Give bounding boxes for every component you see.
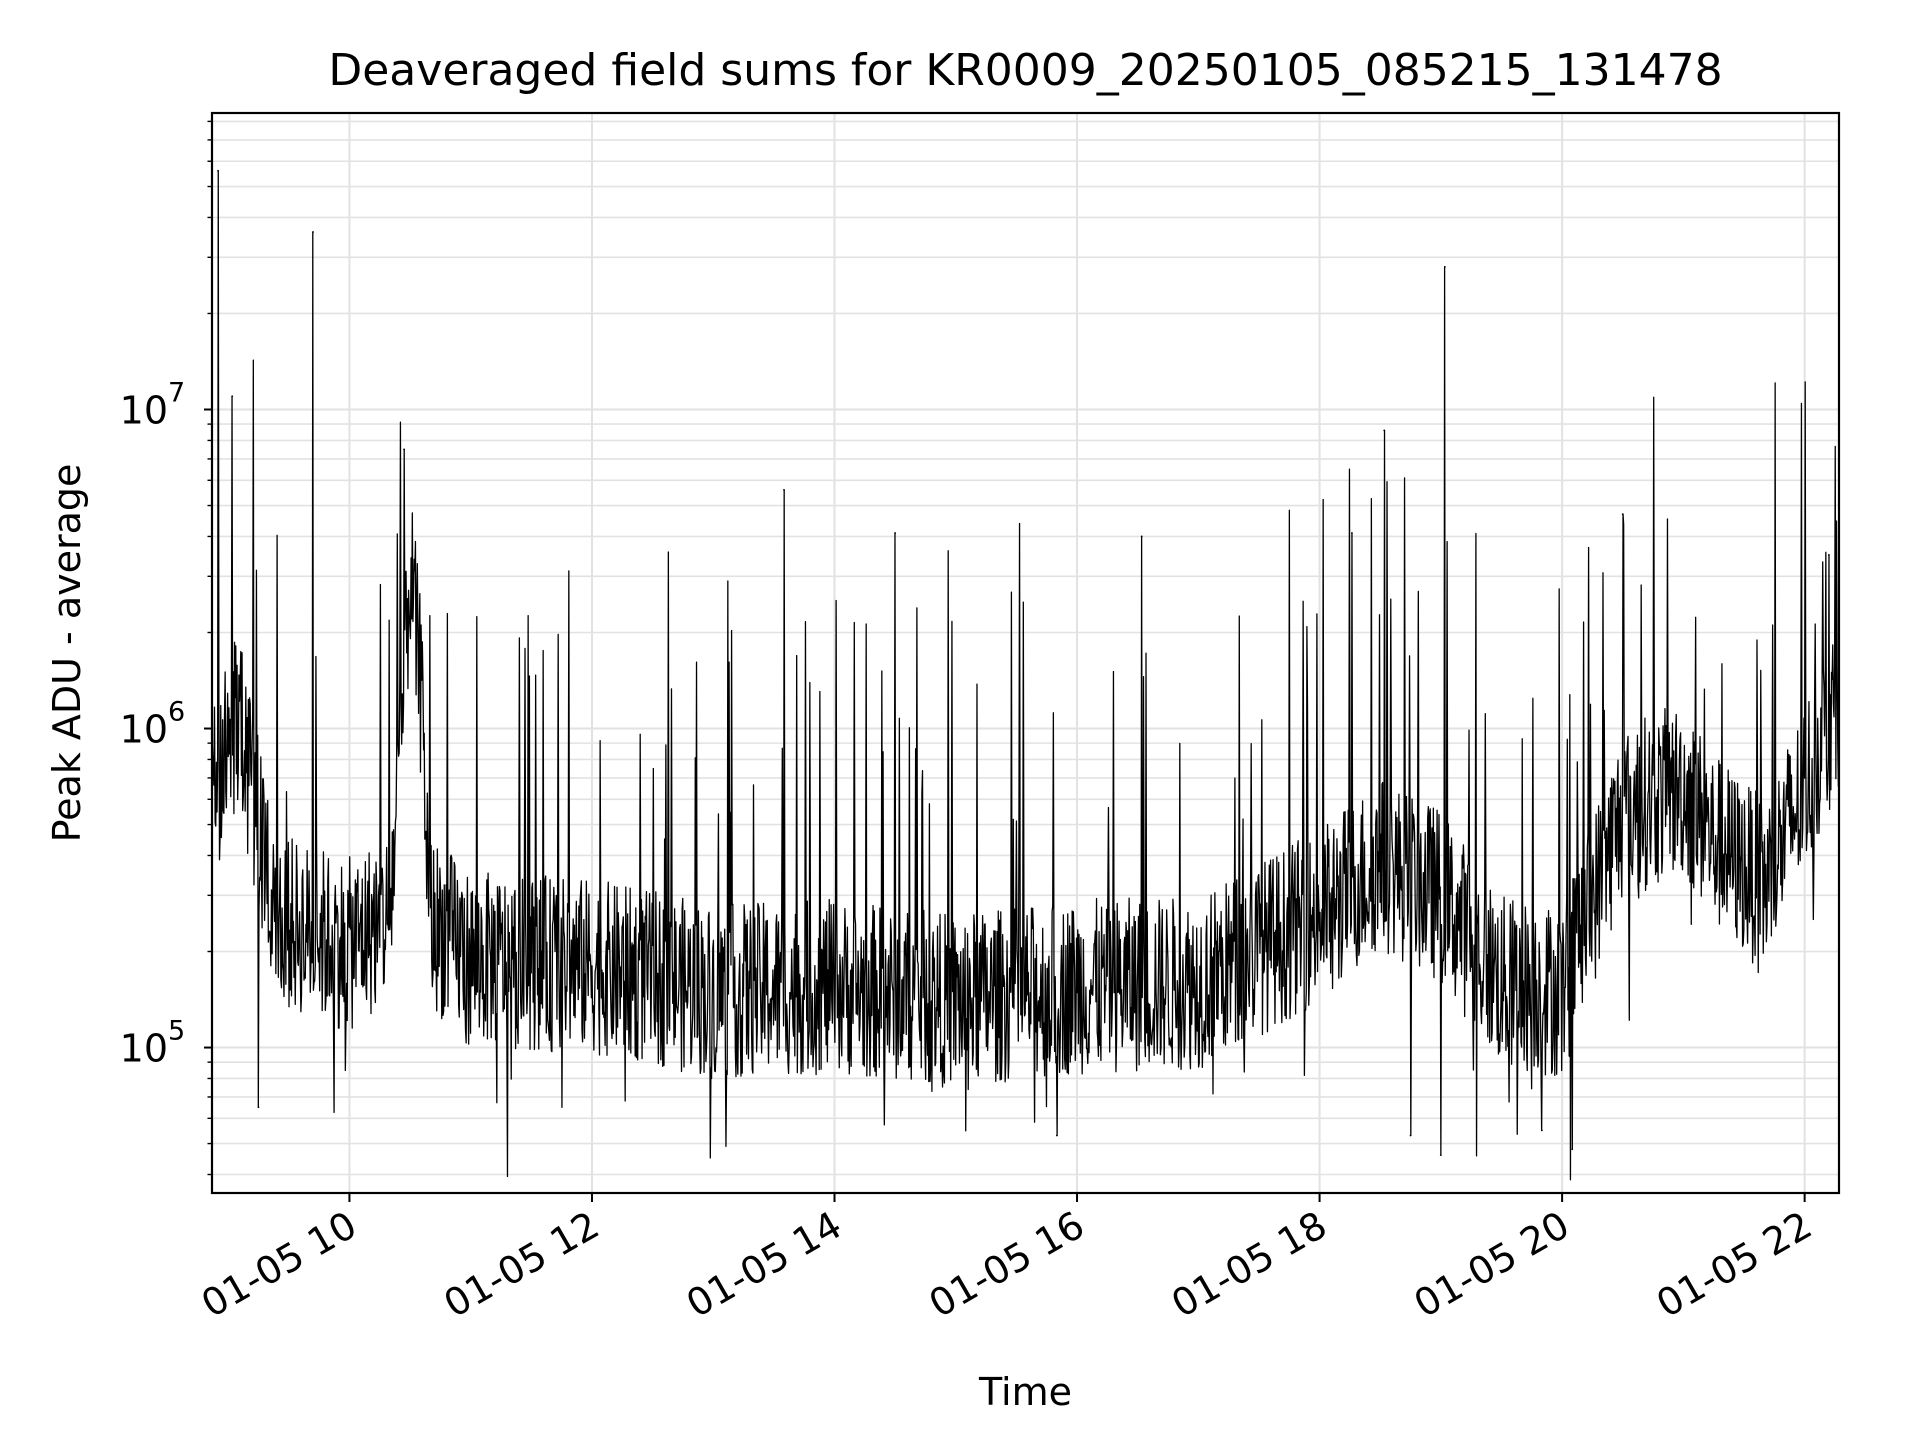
series-layer [212, 169, 1839, 1181]
peak-point [231, 395, 234, 398]
y-axis-label: Peak ADU - average [45, 464, 89, 843]
y-tick-exponent: 7 [168, 378, 185, 409]
x-tick-label: 01-05 18 [1164, 1203, 1334, 1327]
x-tick-label: 01-05 20 [1407, 1203, 1577, 1327]
x-axis-label: Time [978, 1370, 1072, 1414]
dip-point [1571, 1148, 1574, 1151]
y-tick-label: 10 [120, 1027, 168, 1071]
peak-point [217, 169, 219, 172]
dip-point [257, 1106, 260, 1109]
x-tick-label: 01-05 16 [922, 1203, 1092, 1327]
x-tick-label: 01-05 10 [194, 1203, 364, 1327]
dip-point [1439, 1154, 1442, 1157]
x-tick-label: 01-05 12 [437, 1203, 607, 1327]
peak-point [783, 488, 785, 491]
peak-point [1140, 535, 1143, 538]
grid-lines [212, 113, 1839, 1193]
y-tick-label: 10 [120, 708, 168, 752]
peak-point [1827, 554, 1830, 556]
peak-point [1351, 532, 1353, 534]
peak-point [1443, 265, 1446, 268]
dip-point [1409, 1134, 1412, 1137]
data-series-line [212, 170, 1839, 1181]
x-tick-label: 01-05 14 [679, 1203, 849, 1327]
y-tick-exponent: 5 [168, 1016, 185, 1047]
peak-point [894, 532, 897, 534]
dip-point [1055, 1134, 1058, 1137]
y-tick-label: 10 [120, 389, 168, 433]
peak-point [1621, 513, 1624, 516]
x-axis: 01-05 10 01-05 12 01-05 14 01-05 16 01-05 18… [194, 1193, 1819, 1326]
peak-point [312, 231, 314, 233]
y-tick-exponent: 6 [168, 697, 185, 728]
dip-point [1540, 1129, 1543, 1132]
peak-point [403, 448, 405, 451]
plot-frame [210, 111, 1841, 1195]
peak-point [1383, 429, 1386, 432]
x-tick-label: 01-05 22 [1649, 1203, 1819, 1327]
chart-title: Deaveraged field sums for KR0009_2025010… [328, 45, 1722, 96]
